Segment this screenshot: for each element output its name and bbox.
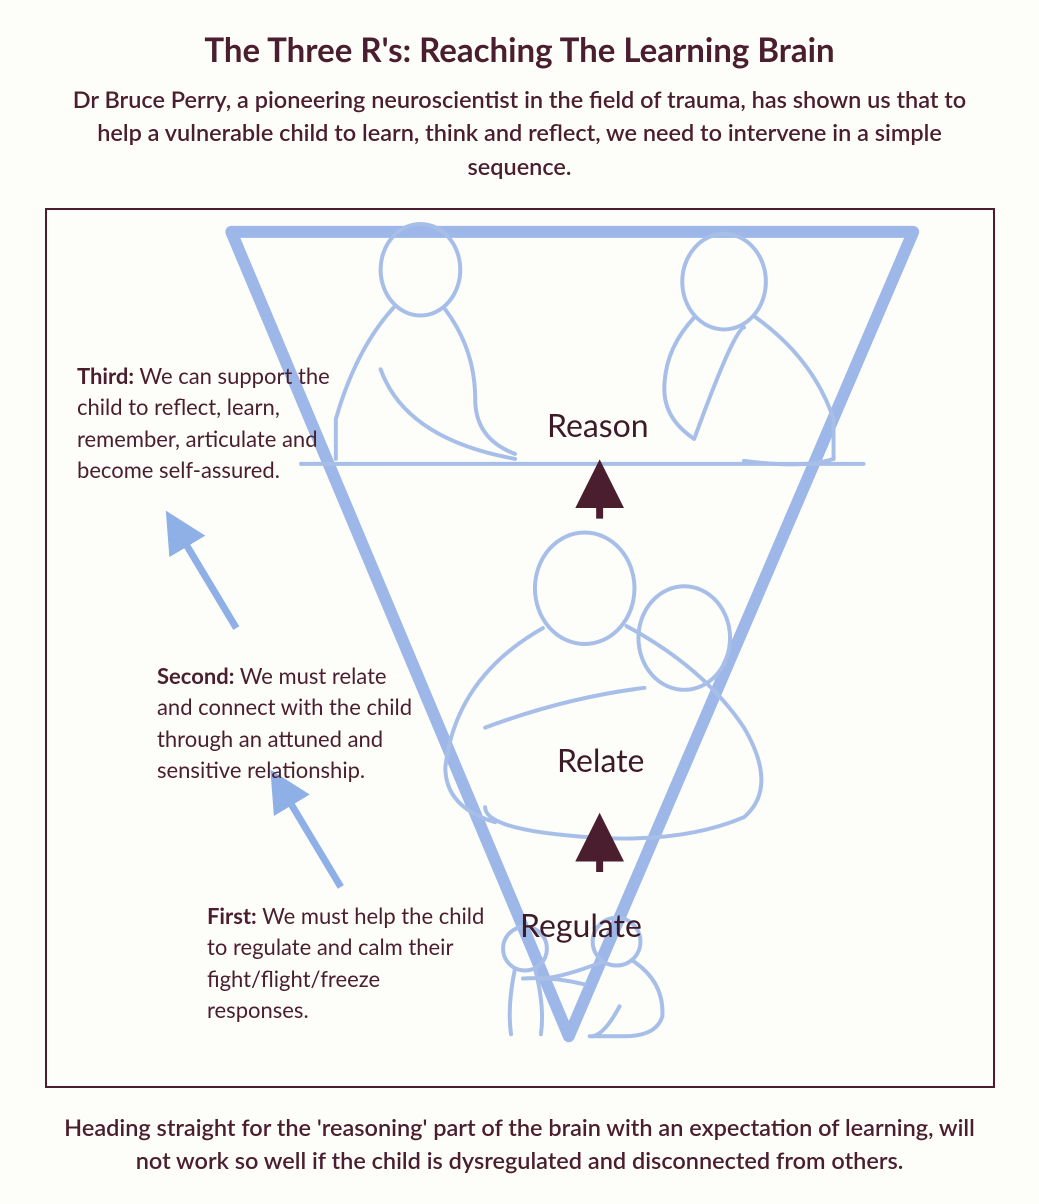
step-lead: First: xyxy=(207,902,257,929)
stage-label-relate: Relate xyxy=(557,740,644,779)
step-lead: Second: xyxy=(157,662,234,689)
step-third: Third: We can support the child to refle… xyxy=(77,360,337,485)
step-first: First: We must help the child to regulat… xyxy=(207,900,487,1025)
diagram-panel: Reason Relate Regulate Third: We can sup… xyxy=(45,208,995,1088)
diagonal-arrow-icon xyxy=(281,787,341,887)
stage-label-reason: Reason xyxy=(547,405,649,444)
page-footer: Heading straight for the 'reasoning' par… xyxy=(45,1112,994,1179)
stage-label-regulate: Regulate xyxy=(520,905,642,944)
diagonal-arrow-icon xyxy=(177,529,237,629)
page: The Three R's: Reaching The Learning Bra… xyxy=(0,0,1039,1204)
step-lead: Third: xyxy=(77,362,134,389)
diagram-svg xyxy=(47,210,993,1086)
step-second: Second: We must relate and connect with … xyxy=(157,660,417,785)
page-title: The Three R's: Reaching The Learning Bra… xyxy=(45,30,994,70)
page-subtitle: Dr Bruce Perry, a pioneering neuroscient… xyxy=(70,84,970,184)
